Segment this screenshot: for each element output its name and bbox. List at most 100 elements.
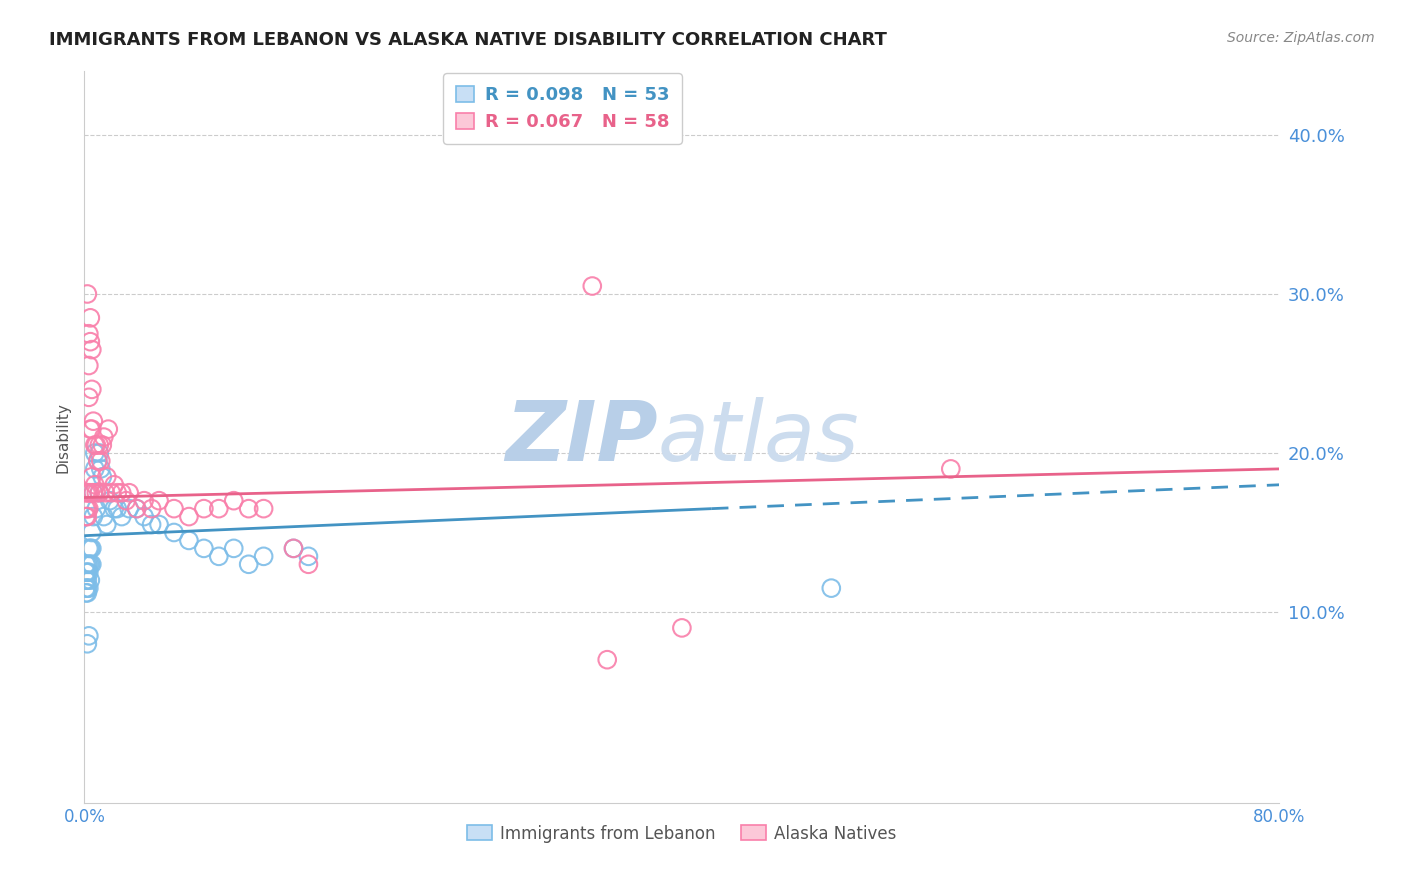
Point bbox=[89, 485, 111, 500]
Point bbox=[75, 501, 97, 516]
Point bbox=[163, 525, 186, 540]
Point bbox=[118, 485, 141, 500]
Point bbox=[177, 509, 200, 524]
Point bbox=[75, 586, 97, 600]
Point bbox=[132, 493, 156, 508]
Point bbox=[80, 383, 103, 397]
Point bbox=[98, 493, 121, 508]
Point bbox=[87, 454, 110, 468]
Point bbox=[111, 509, 134, 524]
Point bbox=[118, 501, 141, 516]
Point bbox=[87, 454, 110, 468]
Point bbox=[80, 541, 103, 556]
Point bbox=[89, 446, 111, 460]
Text: IMMIGRANTS FROM LEBANON VS ALASKA NATIVE DISABILITY CORRELATION CHART: IMMIGRANTS FROM LEBANON VS ALASKA NATIVE… bbox=[49, 31, 887, 49]
Point bbox=[105, 485, 128, 500]
Point bbox=[103, 477, 125, 491]
Point bbox=[83, 438, 105, 452]
Point bbox=[297, 549, 319, 564]
Point bbox=[96, 517, 118, 532]
Point bbox=[80, 422, 103, 436]
Point bbox=[91, 438, 114, 452]
Point bbox=[76, 586, 98, 600]
Point bbox=[93, 430, 115, 444]
Text: atlas: atlas bbox=[658, 397, 859, 477]
Point bbox=[253, 549, 276, 564]
Point bbox=[76, 637, 98, 651]
Point bbox=[82, 485, 104, 500]
Point bbox=[671, 621, 693, 635]
Point bbox=[148, 517, 170, 532]
Point bbox=[82, 485, 104, 500]
Point bbox=[77, 581, 100, 595]
Point bbox=[89, 485, 111, 500]
Point bbox=[596, 653, 619, 667]
Point bbox=[222, 493, 245, 508]
Point bbox=[97, 422, 120, 436]
Point bbox=[79, 541, 101, 556]
Point bbox=[86, 438, 108, 452]
Point bbox=[193, 501, 215, 516]
Point bbox=[79, 485, 101, 500]
Point bbox=[76, 287, 98, 301]
Point bbox=[132, 509, 156, 524]
Point bbox=[238, 501, 260, 516]
Point bbox=[77, 629, 100, 643]
Point bbox=[148, 493, 170, 508]
Point bbox=[83, 446, 105, 460]
Point bbox=[76, 566, 98, 580]
Point bbox=[76, 558, 98, 572]
Point bbox=[939, 462, 962, 476]
Point bbox=[93, 509, 115, 524]
Point bbox=[253, 501, 276, 516]
Legend: Immigrants from Lebanon, Alaska Natives: Immigrants from Lebanon, Alaska Natives bbox=[461, 818, 903, 849]
Point bbox=[75, 485, 97, 500]
Point bbox=[820, 581, 842, 595]
Point bbox=[100, 485, 122, 500]
Point bbox=[115, 493, 138, 508]
Point bbox=[80, 525, 103, 540]
Point bbox=[283, 541, 305, 556]
Point bbox=[80, 470, 103, 484]
Point bbox=[105, 501, 128, 516]
Point bbox=[89, 438, 111, 452]
Point bbox=[75, 573, 97, 587]
Point bbox=[297, 558, 319, 572]
Point bbox=[90, 454, 112, 468]
Point bbox=[83, 462, 105, 476]
Point bbox=[208, 549, 231, 564]
Point bbox=[80, 558, 103, 572]
Point bbox=[222, 541, 245, 556]
Point bbox=[96, 470, 118, 484]
Point bbox=[283, 541, 305, 556]
Point bbox=[163, 501, 186, 516]
Point bbox=[77, 558, 100, 572]
Point bbox=[75, 566, 97, 580]
Point bbox=[80, 343, 103, 357]
Point bbox=[103, 501, 125, 516]
Y-axis label: Disability: Disability bbox=[55, 401, 70, 473]
Point bbox=[86, 501, 108, 516]
Point bbox=[193, 541, 215, 556]
Point bbox=[79, 573, 101, 587]
Point bbox=[91, 470, 114, 484]
Point bbox=[141, 517, 163, 532]
Point bbox=[79, 422, 101, 436]
Point bbox=[76, 581, 98, 595]
Point bbox=[77, 566, 100, 580]
Point bbox=[79, 334, 101, 349]
Point bbox=[75, 509, 97, 524]
Point bbox=[82, 414, 104, 428]
Point bbox=[76, 501, 98, 516]
Point bbox=[238, 558, 260, 572]
Point bbox=[83, 477, 105, 491]
Point bbox=[75, 558, 97, 572]
Point bbox=[76, 573, 98, 587]
Point bbox=[77, 501, 100, 516]
Point bbox=[77, 485, 100, 500]
Point bbox=[77, 359, 100, 373]
Point bbox=[125, 501, 148, 516]
Point bbox=[90, 462, 112, 476]
Text: ZIP: ZIP bbox=[505, 397, 658, 477]
Point bbox=[82, 509, 104, 524]
